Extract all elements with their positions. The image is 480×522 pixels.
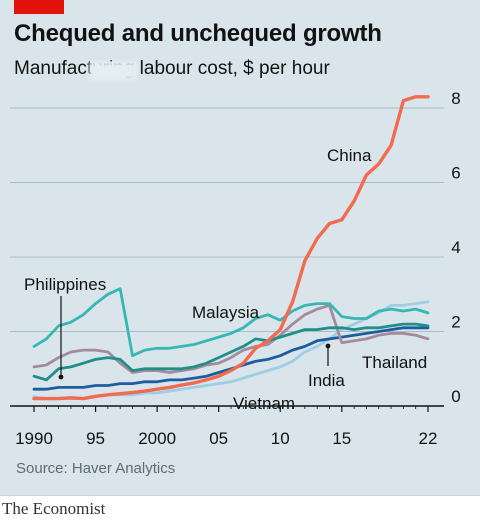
series-line-philippines — [32, 287, 430, 358]
series-label-vietnam: Vietnam — [233, 394, 295, 413]
x-tick-label: 22 — [419, 429, 438, 448]
series-labels: China Philippines Malaysia Thailand India Vie… — [24, 146, 427, 413]
subtitle-smudge — [89, 62, 137, 80]
x-axis: 1990 95 2000 05 10 15 22 — [15, 406, 437, 448]
philippines-leader-dot — [58, 374, 64, 380]
y-axis-ticks: 0 2 4 6 8 — [451, 89, 460, 406]
series-label-china: China — [327, 146, 372, 165]
x-tick-label: 05 — [209, 429, 228, 448]
y-tick-label: 6 — [451, 164, 460, 183]
x-tick-label: 15 — [332, 429, 351, 448]
brand-red-tag — [14, 0, 64, 14]
series-line-thailand — [32, 304, 430, 374]
line-chart: 0 2 4 6 8 1990 95 2000 05 10 15 22 China Philippine… — [10, 89, 461, 448]
y-tick-label: 2 — [451, 313, 460, 332]
series-label-thailand: Thailand — [362, 353, 427, 372]
x-tick-label: 1990 — [15, 429, 53, 448]
series-label-malaysia: Malaysia — [192, 303, 260, 322]
x-tick-label: 2000 — [138, 429, 176, 448]
economist-wordmark: The Economist — [2, 499, 106, 518]
india-leader-dot — [325, 343, 331, 349]
y-tick-label: 0 — [451, 387, 460, 406]
series-line-china — [32, 95, 430, 401]
chart-card — [0, 0, 480, 495]
series-lines — [32, 95, 430, 401]
series-label-india: India — [308, 371, 345, 390]
chart-title: Chequed and unchequed growth — [14, 20, 382, 47]
y-tick-label: 8 — [451, 89, 460, 108]
series-label-philippines: Philippines — [24, 275, 106, 294]
x-tick-label: 10 — [271, 429, 290, 448]
x-tick-label: 95 — [86, 429, 105, 448]
series-line-malaysia — [32, 322, 430, 382]
brand-divider — [0, 495, 480, 496]
y-tick-label: 4 — [451, 238, 460, 257]
source-note: Source: Haver Analytics — [16, 460, 176, 477]
